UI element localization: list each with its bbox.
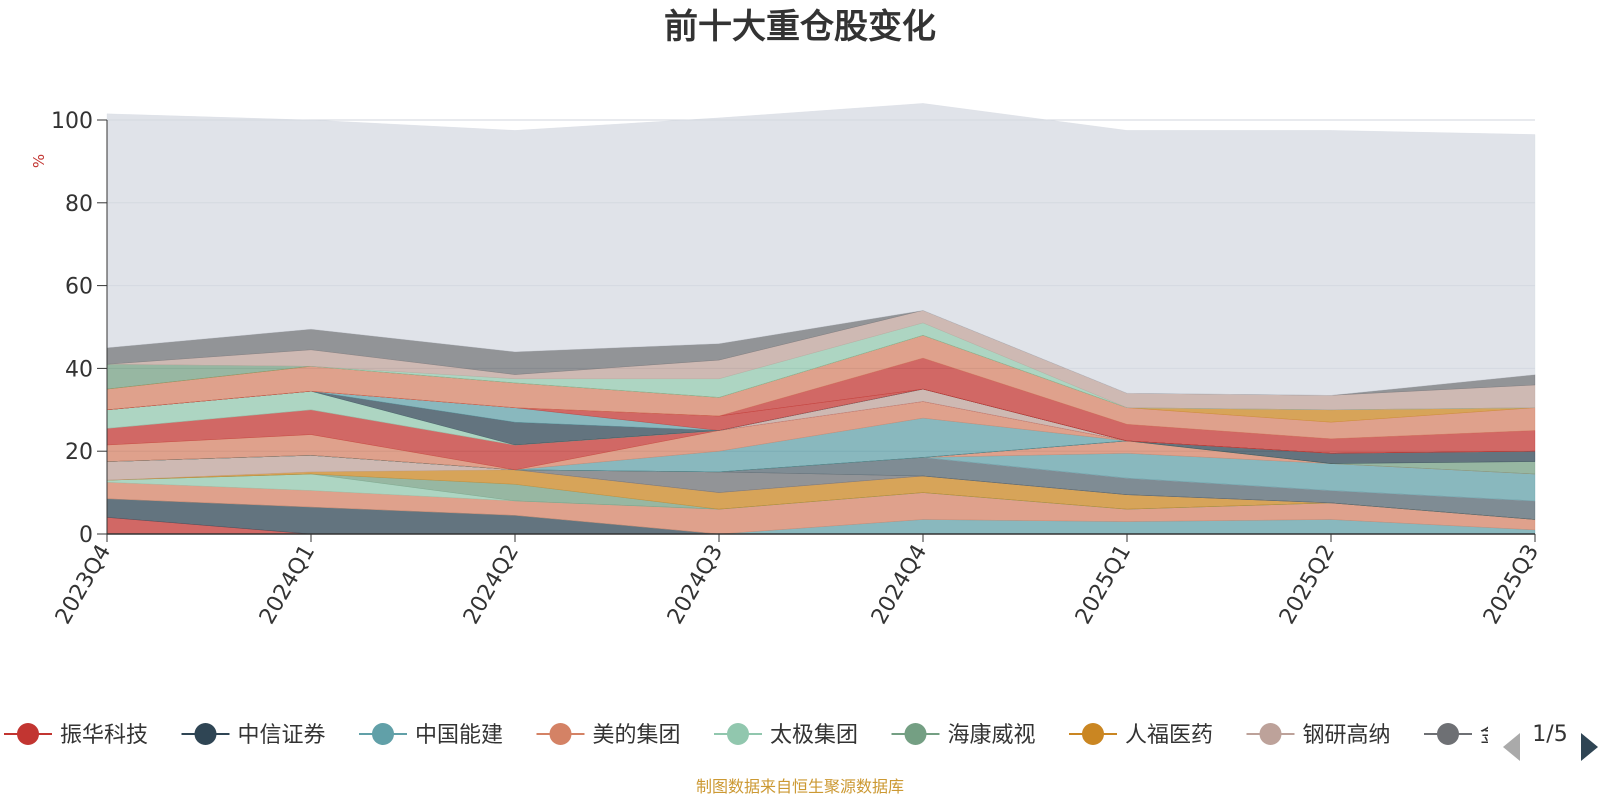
legend-circle-marker (549, 723, 572, 745)
legend-circle-marker (1437, 723, 1459, 745)
y-tick-label: 80 (65, 192, 93, 217)
legend-label: 振华科技 (60, 723, 148, 748)
y-tick-label: 20 (65, 440, 93, 465)
chart-title: 前十大重仓股变化 (664, 7, 936, 47)
legend-next-page-icon[interactable] (1581, 733, 1598, 761)
legend-label: 金山办公 (1480, 723, 1568, 748)
legend-item[interactable]: 金山办公 (1424, 723, 1568, 748)
legend-item[interactable]: 中国能建 (359, 723, 503, 748)
data-source-note: 制图数据来自恒生聚源数据库 (696, 777, 904, 796)
legend-item[interactable]: 海康威视 (891, 723, 1036, 748)
x-tick-label: 2023Q4 (51, 541, 116, 629)
x-tick-label: 2025Q1 (1071, 541, 1136, 629)
legend-item[interactable]: 振华科技 (4, 723, 148, 748)
legend-circle-marker (194, 723, 217, 745)
legend-label: 钢研高纳 (1303, 723, 1391, 748)
legend: 振华科技 中信证券 中国能建 美的集团 太极集团 海康威视 人福医药 钢研高纳 金山办公 1/5 (4, 722, 1598, 761)
legend-label: 海康威视 (948, 723, 1036, 748)
legend-label: 人福医药 (1125, 723, 1213, 748)
legend-page-indicator: 1/5 (1532, 722, 1567, 747)
x-tick-label: 2025Q3 (1479, 541, 1544, 629)
legend-pager: 1/5 (1503, 722, 1598, 761)
y-tick-label: 40 (65, 357, 93, 382)
legend-label: 美的集团 (593, 723, 681, 748)
y-tick-label: 60 (65, 275, 93, 300)
x-tick-label: 2024Q3 (663, 541, 728, 629)
legend-item[interactable]: 中信证券 (181, 723, 326, 748)
x-tick-label: 2024Q2 (459, 541, 524, 629)
legend-circle-marker (372, 723, 394, 745)
legend-circle-marker (904, 723, 927, 745)
legend-circle-marker (1082, 723, 1104, 745)
legend-item[interactable]: 美的集团 (536, 723, 681, 748)
legend-item[interactable]: 太极集团 (714, 723, 858, 748)
legend-circle-marker (727, 723, 749, 745)
y-tick-label: 0 (79, 523, 93, 548)
x-tick-label: 2024Q4 (867, 541, 932, 629)
legend-circle-marker (1259, 723, 1282, 745)
legend-label: 太极集团 (770, 723, 858, 748)
legend-item[interactable]: 钢研高纳 (1246, 723, 1391, 748)
area-其他 (106, 103, 1536, 396)
legend-circle-marker (17, 723, 39, 745)
y-axis-label: % (30, 154, 48, 168)
legend-label: 中国能建 (415, 723, 503, 748)
legend-prev-page-icon[interactable] (1503, 733, 1520, 761)
x-tick-label: 2025Q2 (1275, 541, 1340, 629)
area-series (106, 103, 1536, 535)
legend-item[interactable]: 人福医药 (1069, 723, 1213, 748)
x-tick-label: 2024Q1 (255, 541, 320, 629)
legend-label: 中信证券 (238, 723, 326, 748)
y-tick-label: 100 (51, 109, 93, 134)
